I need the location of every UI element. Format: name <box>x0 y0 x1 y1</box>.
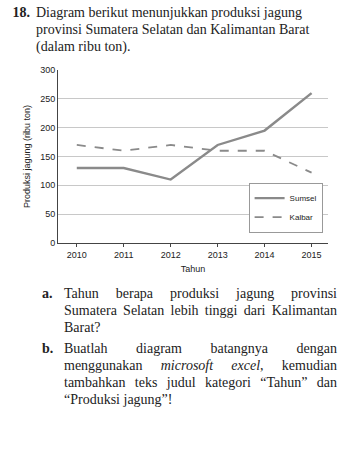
svg-text:200: 200 <box>40 123 55 133</box>
html-text:a.: a. <box>42 286 53 301</box>
svg-text:100: 100 <box>40 180 55 190</box>
html-text:b.: b. <box>42 341 54 356</box>
html-text:Diagram berikut menunjukkan pr: Diagram berikut menunjukkan produksi jag… <box>36 5 310 54</box>
svg-text:50: 50 <box>45 209 55 219</box>
html-text:18.: 18. <box>12 5 30 20</box>
svg-text:2013: 2013 <box>208 250 228 260</box>
svg-text:300: 300 <box>40 65 55 75</box>
svg-text:2014: 2014 <box>255 250 275 260</box>
svg-text:2011: 2011 <box>114 250 133 260</box>
html-text:Tahun berapa produksi jagung p: Tahun berapa produksi jagung provinsi Su… <box>64 286 337 335</box>
svg-text:Sumsel: Sumsel <box>290 194 317 203</box>
svg-text:0: 0 <box>50 238 55 248</box>
svg-text:2012: 2012 <box>161 250 181 260</box>
svg-text:2015: 2015 <box>302 250 322 260</box>
svg-text:150: 150 <box>40 152 55 162</box>
svg-text:Kalbar: Kalbar <box>290 213 313 222</box>
svg-text:2010: 2010 <box>67 250 87 260</box>
svg-text:Produksi jagung (ribu ton): Produksi jagung (ribu ton) <box>22 105 32 208</box>
svg-text:250: 250 <box>40 94 55 104</box>
html-text:Buatlah diagram batangnya deng: Buatlah diagram batangnya dengan menggun… <box>64 341 337 407</box>
svg-text:Tahun: Tahun <box>181 264 206 274</box>
